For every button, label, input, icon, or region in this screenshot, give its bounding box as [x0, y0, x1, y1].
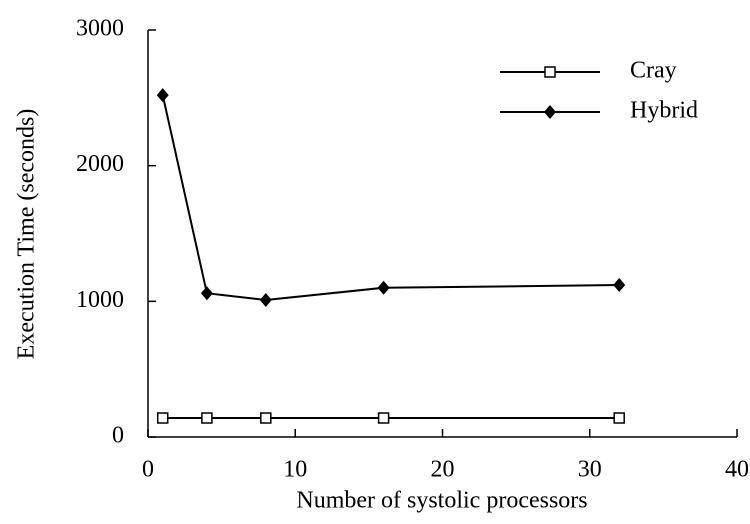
series-line [161, 94, 620, 301]
marker [260, 412, 272, 424]
y-tick-label: 3000 [76, 16, 124, 42]
legend-label: Cray [630, 58, 677, 84]
x-tick-label: 20 [431, 457, 455, 483]
marker [377, 280, 390, 295]
y-tick-label: 1000 [76, 287, 124, 313]
x-axis-label: Number of systolic processors [296, 488, 587, 514]
marker [259, 292, 272, 307]
x-tick-label: 40 [725, 457, 749, 483]
legend-marker [544, 105, 556, 119]
x-tick-label: 30 [578, 457, 602, 483]
x-tick-label: 0 [142, 457, 154, 483]
marker [200, 286, 213, 301]
y-tick-label: 0 [112, 423, 124, 449]
y-tick-label: 2000 [76, 151, 124, 177]
marker [613, 278, 626, 293]
y-axis-label: Execution Time (seconds) [14, 109, 40, 360]
marker [377, 412, 390, 424]
legend-marker [544, 66, 556, 78]
x-tick-label: 10 [283, 457, 307, 483]
marker [613, 412, 625, 424]
marker [156, 412, 169, 424]
marker [156, 88, 169, 103]
legend-label: Hybrid [630, 98, 698, 124]
marker [201, 412, 213, 424]
